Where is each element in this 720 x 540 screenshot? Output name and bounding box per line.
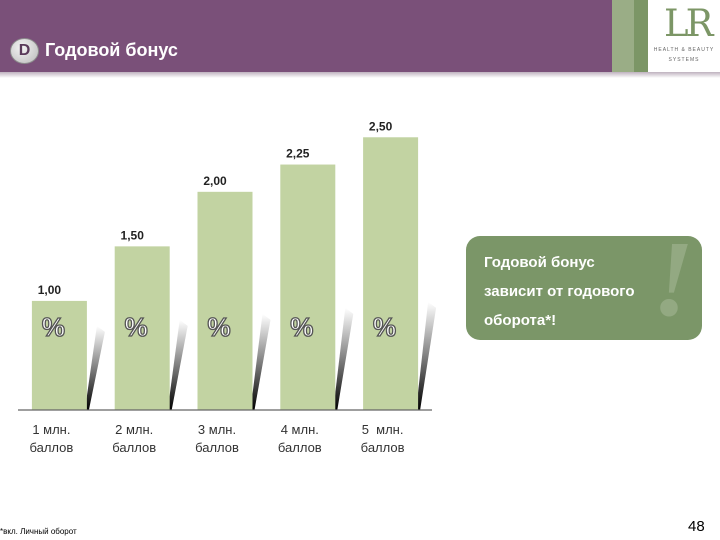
- logo: LR HEALTH & BEAUTY SYSTEMS: [648, 0, 720, 72]
- callout-line-1: Годовой бонус: [484, 254, 595, 271]
- category-label-3-line-1: 3 млн.: [198, 422, 236, 437]
- callout-line-2: зависит от годового: [484, 283, 635, 300]
- bar-2: [114, 246, 170, 410]
- info-callout: ! Годовой бонус зависит от годового обор…: [466, 236, 702, 340]
- bar-1: [31, 300, 87, 410]
- value-label-5: 2,50: [369, 119, 393, 133]
- page-title: Годовой бонус: [45, 40, 178, 60]
- page-number: 48: [688, 518, 705, 535]
- footnote: *вкл. Личный оборот: [0, 527, 77, 536]
- logo-line-1: HEALTH & BEAUTY: [653, 47, 715, 53]
- percent-symbol-2: %: [125, 312, 148, 342]
- category-label-5-line-1: 5 млн.: [362, 422, 404, 437]
- callout-text: Годовой бонус зависит от годового оборот…: [484, 248, 684, 335]
- bar-4: [280, 164, 336, 410]
- category-label-4-line-1: 4 млн.: [281, 422, 319, 437]
- bar-shadow-4: [333, 307, 354, 410]
- value-label-4: 2,25: [286, 147, 310, 161]
- category-label-1-line-2: баллов: [29, 440, 73, 455]
- percent-symbol-5: %: [373, 312, 396, 342]
- bar-shadow-5: [416, 301, 437, 410]
- logo-line-2: SYSTEMS: [668, 57, 700, 63]
- value-label-2: 1,50: [121, 228, 145, 242]
- category-label-2-line-1: 2 млн.: [115, 422, 153, 437]
- percent-symbol-1: %: [42, 312, 65, 342]
- bar-shadow-2: [167, 319, 188, 410]
- callout-line-3: оборота*!: [484, 312, 557, 329]
- category-label-3-line-2: баллов: [195, 440, 239, 455]
- callout-exclamation-mark: !: [652, 236, 695, 339]
- category-label-4-line-2: баллов: [278, 440, 322, 455]
- bar-3: [197, 191, 253, 410]
- category-label-2-line-2: баллов: [112, 440, 156, 455]
- category-label-5-line-2: баллов: [361, 440, 405, 455]
- bar-shadow-1: [84, 325, 105, 410]
- header-shadow: [0, 72, 720, 78]
- category-label-1-line-1: 1 млн.: [32, 422, 70, 437]
- header-stripe-light: [612, 0, 634, 72]
- bar-5: [363, 137, 419, 411]
- value-label-3: 2,00: [203, 174, 227, 188]
- header-bar: LR HEALTH & BEAUTY SYSTEMS D Годовой бон…: [0, 0, 720, 72]
- percent-symbol-3: %: [207, 312, 230, 342]
- value-label-1: 1,00: [38, 283, 62, 297]
- bar-shadow-3: [250, 313, 271, 410]
- logo-mark: LR: [664, 2, 713, 45]
- header-stripe-dark: [634, 0, 648, 72]
- percent-symbol-4: %: [290, 312, 313, 342]
- section-badge: D: [10, 38, 39, 64]
